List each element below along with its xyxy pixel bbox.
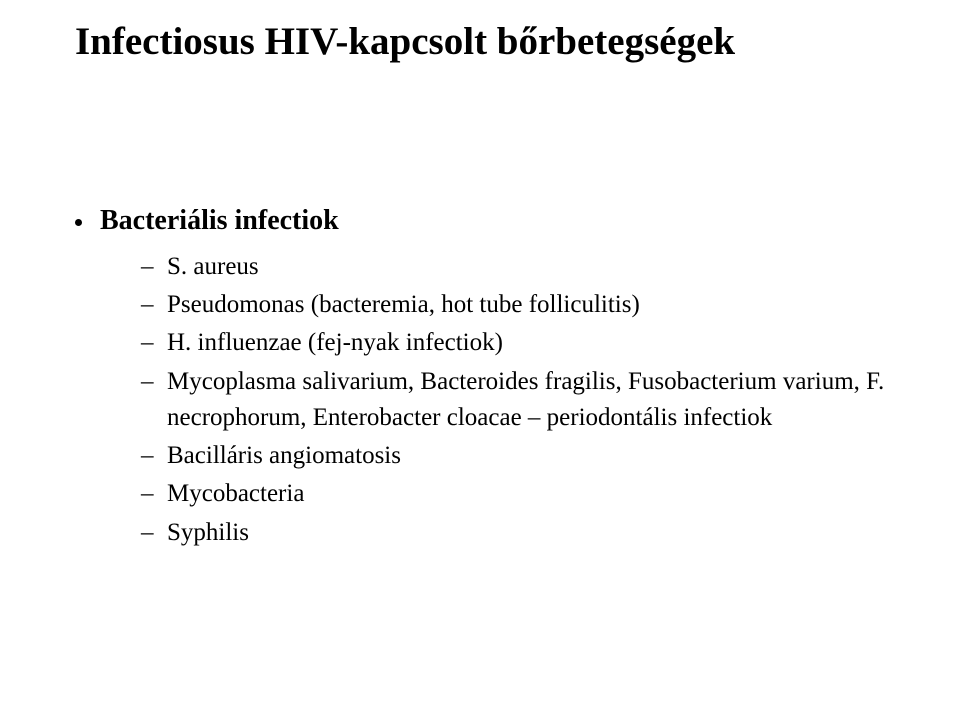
list-item-text: Syphilis — [167, 515, 900, 551]
list-item-text: Pseudomonas (bacteremia, hot tube follic… — [167, 287, 900, 323]
dash-icon: – — [141, 287, 155, 323]
section-heading: Bacteriális infectiok — [75, 205, 900, 237]
list-item: – Mycobacteria — [141, 476, 900, 512]
list-item-text: H. influenzae (fej-nyak infectiok) — [167, 325, 900, 361]
dash-icon: – — [141, 476, 155, 512]
dash-icon: – — [141, 438, 155, 474]
list-item: – S. aureus — [141, 249, 900, 285]
page-title: Infectiosus HIV-kapcsolt bőrbetegségek — [75, 20, 900, 65]
bullet-dot-icon — [75, 219, 82, 226]
dash-icon: – — [141, 249, 155, 285]
dash-icon: – — [141, 325, 155, 361]
dash-icon: – — [141, 364, 155, 400]
list-item-text: Mycoplasma salivarium, Bacteroides fragi… — [167, 364, 900, 437]
list-item-text: Mycobacteria — [167, 476, 900, 512]
section-label: Bacteriális infectiok — [100, 205, 339, 237]
list-item: – Mycoplasma salivarium, Bacteroides fra… — [141, 364, 900, 437]
list-item: – H. influenzae (fej-nyak infectiok) — [141, 325, 900, 361]
list-item: – Bacilláris angiomatosis — [141, 438, 900, 474]
sub-list: – S. aureus – Pseudomonas (bacteremia, h… — [141, 249, 900, 551]
list-item: – Pseudomonas (bacteremia, hot tube foll… — [141, 287, 900, 323]
slide: Infectiosus HIV-kapcsolt bőrbetegségek B… — [0, 0, 960, 720]
list-item-text: S. aureus — [167, 249, 900, 285]
dash-icon: – — [141, 515, 155, 551]
list-item-text: Bacilláris angiomatosis — [167, 438, 900, 474]
list-item: – Syphilis — [141, 515, 900, 551]
